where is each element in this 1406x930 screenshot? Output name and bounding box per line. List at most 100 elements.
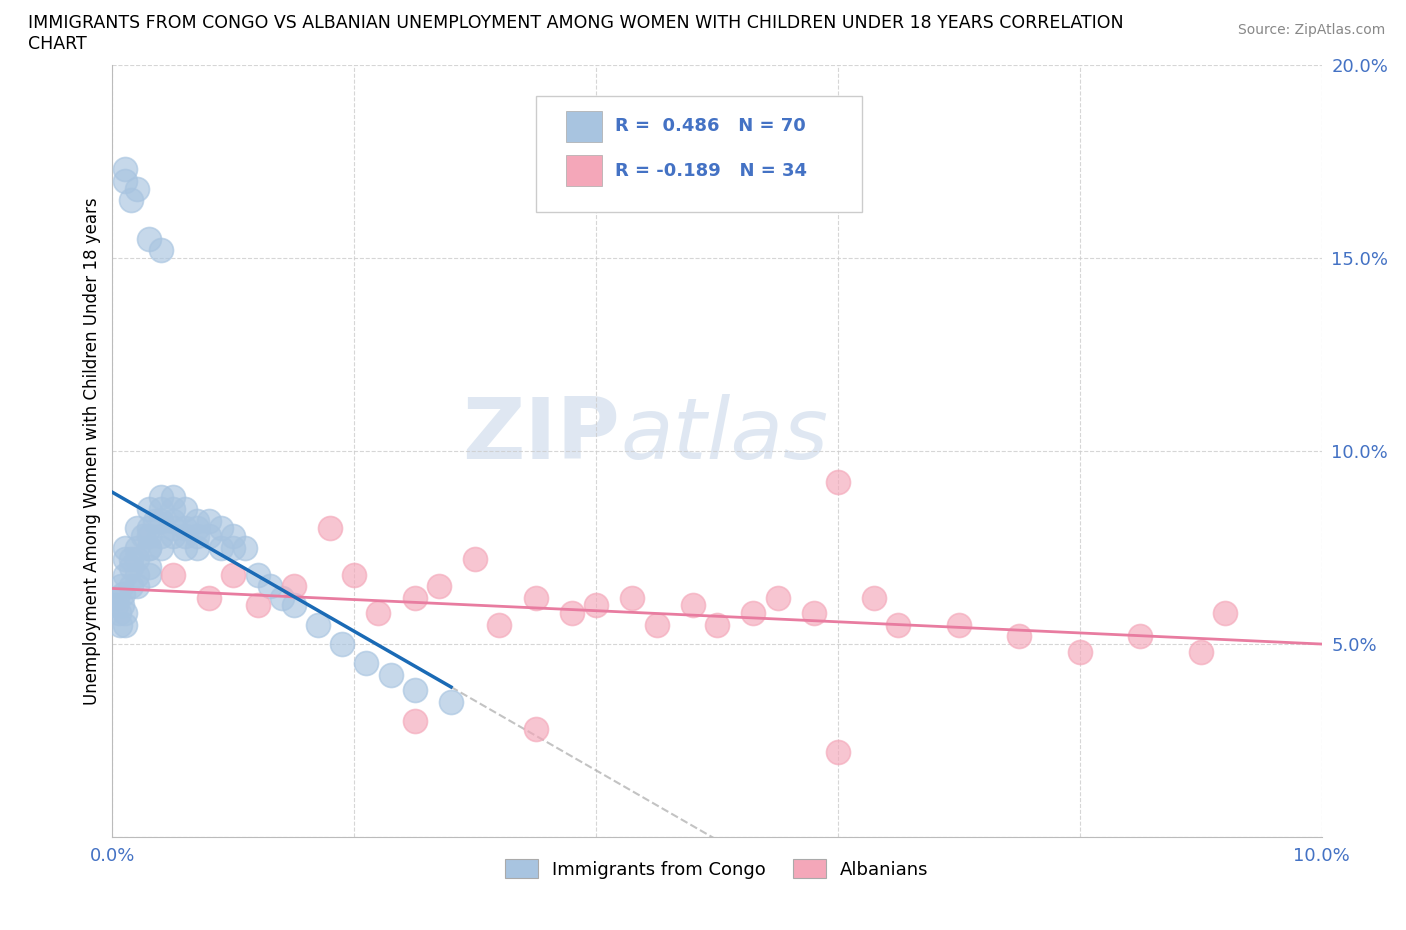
Point (209, 521, 232, 536)
Point (108, 618, 131, 632)
Point (149, 490, 172, 505)
Point (120, 578, 142, 593)
Point (1213, 605, 1236, 620)
Point (162, 490, 184, 505)
Point (307, 618, 329, 632)
Point (162, 513, 184, 528)
Point (561, 605, 583, 620)
Text: R = -0.189   N = 34: R = -0.189 N = 34 (616, 162, 807, 179)
Text: CHART: CHART (28, 35, 87, 53)
FancyBboxPatch shape (536, 96, 862, 212)
Point (330, 637, 353, 652)
Point (186, 521, 208, 536)
Text: R =  0.486   N = 70: R = 0.486 N = 70 (616, 117, 806, 136)
FancyBboxPatch shape (565, 155, 602, 186)
Point (209, 540, 232, 555)
Text: IMMIGRANTS FROM CONGO VS ALBANIAN UNEMPLOYMENT AMONG WOMEN WITH CHILDREN UNDER 1: IMMIGRANTS FROM CONGO VS ALBANIAN UNEMPL… (28, 14, 1123, 32)
Point (149, 243, 172, 258)
Point (186, 528, 208, 543)
Point (283, 578, 305, 593)
Point (1189, 644, 1212, 659)
Point (125, 551, 148, 566)
Point (138, 232, 160, 246)
Point (585, 598, 607, 613)
Point (222, 528, 245, 543)
Point (120, 193, 142, 207)
Point (235, 540, 257, 555)
Point (948, 618, 970, 632)
Point (827, 745, 849, 760)
Point (149, 501, 172, 516)
Point (162, 521, 184, 536)
Point (125, 540, 148, 555)
Point (112, 587, 135, 602)
Point (222, 540, 245, 555)
Point (105, 591, 128, 605)
Point (125, 181, 148, 196)
Point (138, 567, 160, 582)
Point (174, 528, 197, 543)
Point (863, 591, 886, 605)
Text: ZIP: ZIP (463, 394, 620, 477)
Point (803, 605, 825, 620)
Point (111, 598, 134, 613)
Point (174, 540, 197, 555)
Point (114, 173, 136, 188)
Point (222, 567, 245, 582)
Point (125, 578, 148, 593)
Point (138, 528, 160, 543)
Point (270, 591, 292, 605)
Point (107, 605, 129, 620)
Point (162, 567, 184, 582)
Point (149, 540, 172, 555)
Point (120, 551, 142, 566)
Point (356, 656, 378, 671)
Point (319, 521, 342, 536)
Point (149, 528, 172, 543)
Point (404, 714, 426, 729)
Point (404, 683, 426, 698)
Point (440, 695, 463, 710)
Point (114, 618, 136, 632)
Point (149, 513, 172, 528)
Point (125, 567, 148, 582)
Point (120, 559, 142, 574)
Point (143, 513, 166, 528)
Point (138, 540, 160, 555)
Point (1129, 629, 1152, 644)
Point (110, 578, 132, 593)
Point (114, 567, 136, 582)
Point (162, 501, 184, 516)
FancyBboxPatch shape (565, 111, 602, 142)
Point (162, 528, 184, 543)
Point (283, 598, 305, 613)
Point (132, 528, 155, 543)
Text: Source: ZipAtlas.com: Source: ZipAtlas.com (1237, 23, 1385, 37)
Point (367, 605, 389, 620)
Point (198, 591, 221, 605)
Point (766, 591, 789, 605)
Point (1008, 629, 1031, 644)
Point (174, 521, 197, 536)
Point (246, 567, 269, 582)
Point (114, 605, 136, 620)
Point (114, 551, 136, 566)
Point (105, 598, 128, 613)
Point (198, 528, 221, 543)
Legend: Immigrants from Congo, Albanians: Immigrants from Congo, Albanians (498, 852, 936, 886)
Point (1069, 644, 1091, 659)
Point (427, 578, 450, 593)
Point (114, 540, 136, 555)
Point (259, 578, 281, 593)
Point (645, 618, 668, 632)
Point (138, 540, 160, 555)
Point (524, 591, 547, 605)
Point (246, 598, 269, 613)
Point (887, 618, 910, 632)
Point (186, 540, 208, 555)
Point (114, 162, 136, 177)
Point (138, 501, 160, 516)
Point (524, 722, 547, 737)
Point (186, 513, 208, 528)
Text: atlas: atlas (620, 394, 828, 477)
